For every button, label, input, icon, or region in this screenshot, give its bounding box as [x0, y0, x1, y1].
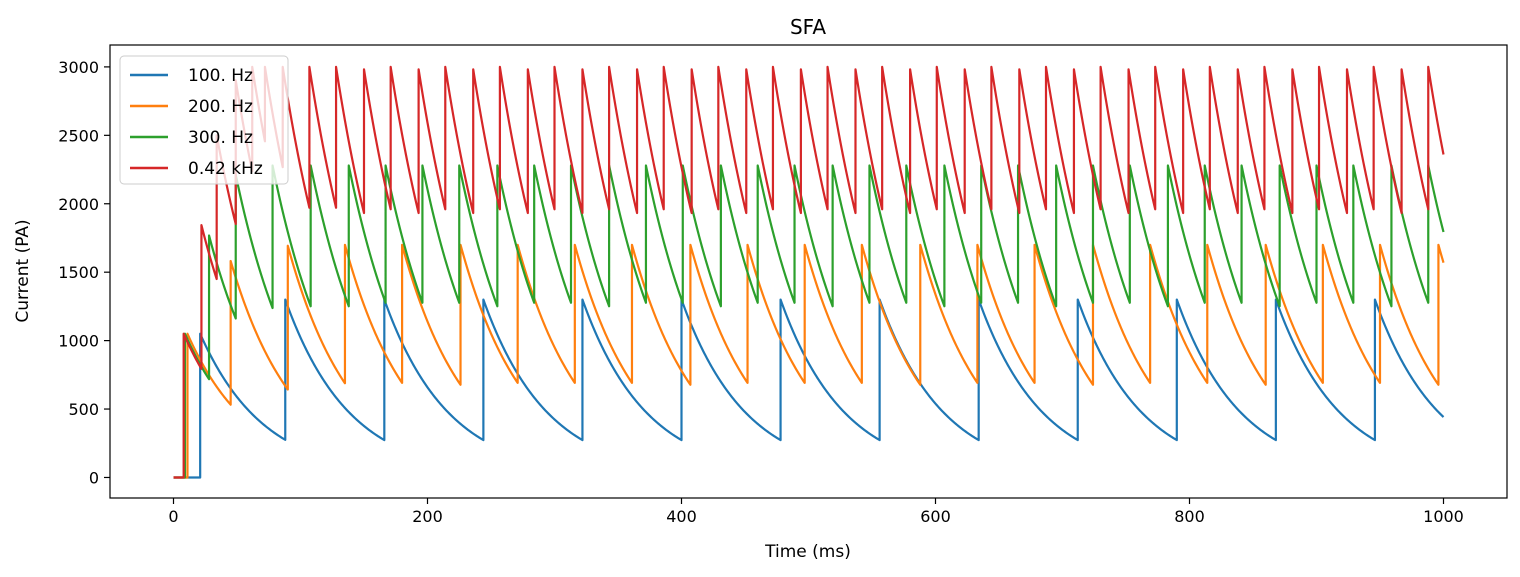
x-tick-label: 1000 [1423, 507, 1464, 526]
x-axis-label: Time (ms) [764, 542, 851, 562]
y-tick-label: 3000 [58, 58, 99, 77]
y-tick-label: 0 [89, 468, 99, 487]
series-line-3 [173, 164, 1445, 479]
x-tick-label: 200 [412, 507, 443, 526]
axes-frame [109, 44, 1508, 499]
y-axis: 0 500 1000 1500 2000 2500 3000 [58, 58, 110, 487]
x-tick-label: 400 [666, 507, 697, 526]
y-tick-label: 500 [68, 400, 99, 419]
x-tick-label: 600 [920, 507, 951, 526]
legend-label: 300. Hz [188, 128, 253, 148]
legend: 100. Hz 200. Hz 300. Hz 0.42 kHz [119, 55, 289, 185]
y-tick-label: 2000 [58, 195, 99, 214]
series-line-2 [173, 243, 1445, 479]
plot-area [109, 44, 1508, 499]
legend-label: 100. Hz [188, 66, 253, 86]
legend-box [119, 55, 289, 185]
x-tick-label: 0 [168, 507, 178, 526]
y-tick-label: 1000 [58, 332, 99, 351]
x-tick-label: 800 [1174, 507, 1205, 526]
y-tick-label: 1500 [58, 263, 99, 282]
series-group [173, 65, 1445, 479]
legend-label: 0.42 kHz [188, 159, 263, 179]
series-line-1 [173, 298, 1445, 479]
x-axis: 0 200 400 600 800 1000 [168, 498, 1464, 526]
chart-title: SFA [790, 15, 826, 39]
series-line-4 [173, 65, 1445, 479]
y-tick-label: 2500 [58, 126, 99, 145]
legend-label: 200. Hz [188, 97, 253, 117]
y-axis-label: Current (PA) [13, 219, 33, 322]
